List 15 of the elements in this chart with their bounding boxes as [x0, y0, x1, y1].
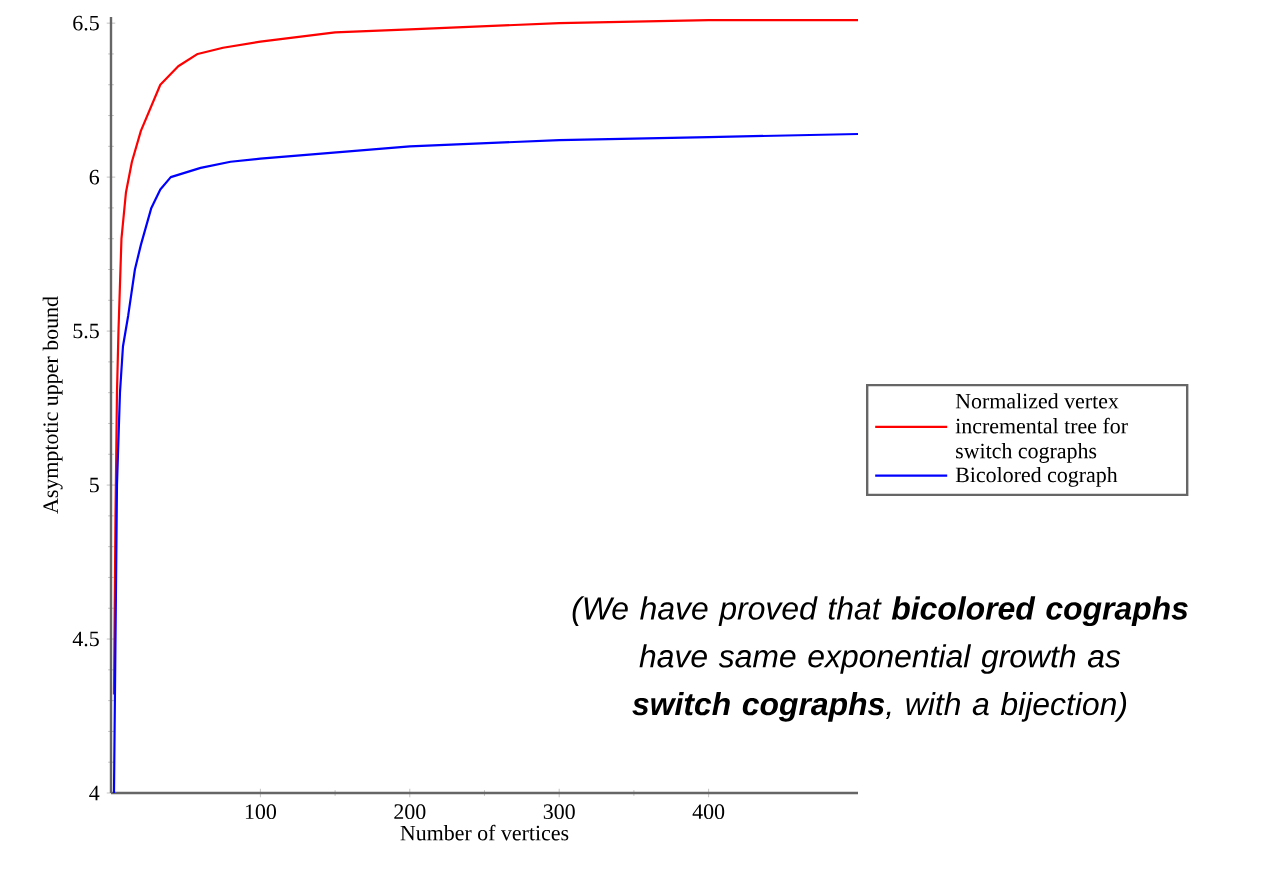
x-axis-title: Number of vertices: [400, 824, 569, 841]
legend-label: Normalized vertex incremental tree for switch cographs: [955, 393, 1128, 463]
x-tick-label: 400: [692, 804, 725, 820]
y-tick-label: 5: [90, 477, 99, 493]
y-tick-label: 5.5: [73, 323, 99, 339]
x-tick-label: 200: [394, 804, 426, 820]
y-axis-title: Asymptotic upper bound: [42, 296, 63, 514]
y-tick-label: 6.5: [73, 15, 99, 31]
x-tick-label: 300: [543, 804, 575, 820]
x-tick-label: 100: [245, 804, 276, 820]
y-tick-label: 4: [89, 785, 100, 801]
annotation: (We have proved that bicolored cographs have same exponential growth as switch cographs, with a bijection): [572, 596, 1188, 722]
y-tick-label: 6: [89, 169, 100, 185]
y-tick-label: 4.5: [72, 631, 99, 647]
legend-label: Bicolored cograph: [955, 466, 1118, 487]
